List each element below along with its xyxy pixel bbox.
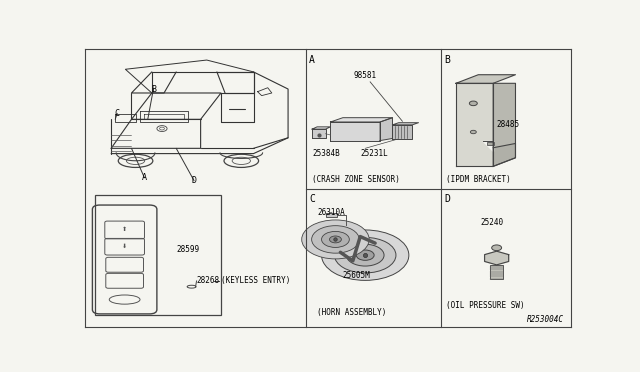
Polygon shape: [456, 83, 493, 166]
Text: C: C: [309, 193, 315, 203]
Circle shape: [321, 230, 409, 280]
Polygon shape: [380, 118, 392, 141]
Polygon shape: [392, 125, 412, 139]
Text: 28485: 28485: [497, 121, 520, 129]
Circle shape: [346, 244, 384, 266]
Text: R253004C: R253004C: [527, 315, 564, 324]
Text: D: D: [191, 176, 196, 185]
Polygon shape: [493, 83, 515, 166]
Text: 28268: 28268: [196, 276, 220, 285]
Circle shape: [469, 101, 477, 106]
Circle shape: [330, 236, 341, 243]
Text: D: D: [445, 193, 451, 203]
Text: A: A: [309, 55, 315, 65]
Circle shape: [301, 220, 369, 259]
Circle shape: [492, 245, 502, 251]
Polygon shape: [456, 75, 515, 83]
Text: (OIL PRESSURE SW): (OIL PRESSURE SW): [446, 301, 525, 310]
Text: C: C: [115, 109, 120, 118]
Text: 25605M: 25605M: [343, 271, 371, 280]
Circle shape: [356, 250, 374, 260]
Polygon shape: [312, 127, 330, 129]
FancyBboxPatch shape: [490, 265, 503, 279]
FancyBboxPatch shape: [487, 142, 494, 145]
Text: ⬆: ⬆: [122, 227, 127, 232]
Text: 25231L: 25231L: [360, 149, 388, 158]
Text: ⬇: ⬇: [122, 244, 127, 249]
FancyBboxPatch shape: [326, 213, 337, 217]
Circle shape: [470, 130, 476, 134]
Polygon shape: [330, 122, 380, 141]
Text: 28599: 28599: [177, 245, 200, 254]
Polygon shape: [330, 118, 392, 122]
Polygon shape: [484, 251, 509, 265]
Text: 25384B: 25384B: [312, 149, 340, 158]
Text: 25240: 25240: [481, 218, 504, 227]
Text: B: B: [445, 55, 451, 65]
Text: 26310A: 26310A: [317, 208, 345, 217]
Polygon shape: [483, 141, 493, 151]
Text: (KEYLESS ENTRY): (KEYLESS ENTRY): [221, 276, 291, 285]
Polygon shape: [493, 144, 515, 166]
Polygon shape: [392, 123, 419, 125]
Circle shape: [321, 231, 349, 247]
Text: B: B: [151, 84, 156, 93]
Circle shape: [335, 237, 396, 273]
Polygon shape: [312, 129, 326, 138]
Text: (IPDM BRACKET): (IPDM BRACKET): [446, 174, 511, 183]
Text: A: A: [142, 173, 147, 182]
Circle shape: [312, 226, 359, 253]
Text: (HORN ASSEMBLY): (HORN ASSEMBLY): [317, 308, 387, 317]
Text: 98581: 98581: [354, 71, 377, 80]
Text: (CRASH ZONE SENSOR): (CRASH ZONE SENSOR): [312, 174, 400, 183]
